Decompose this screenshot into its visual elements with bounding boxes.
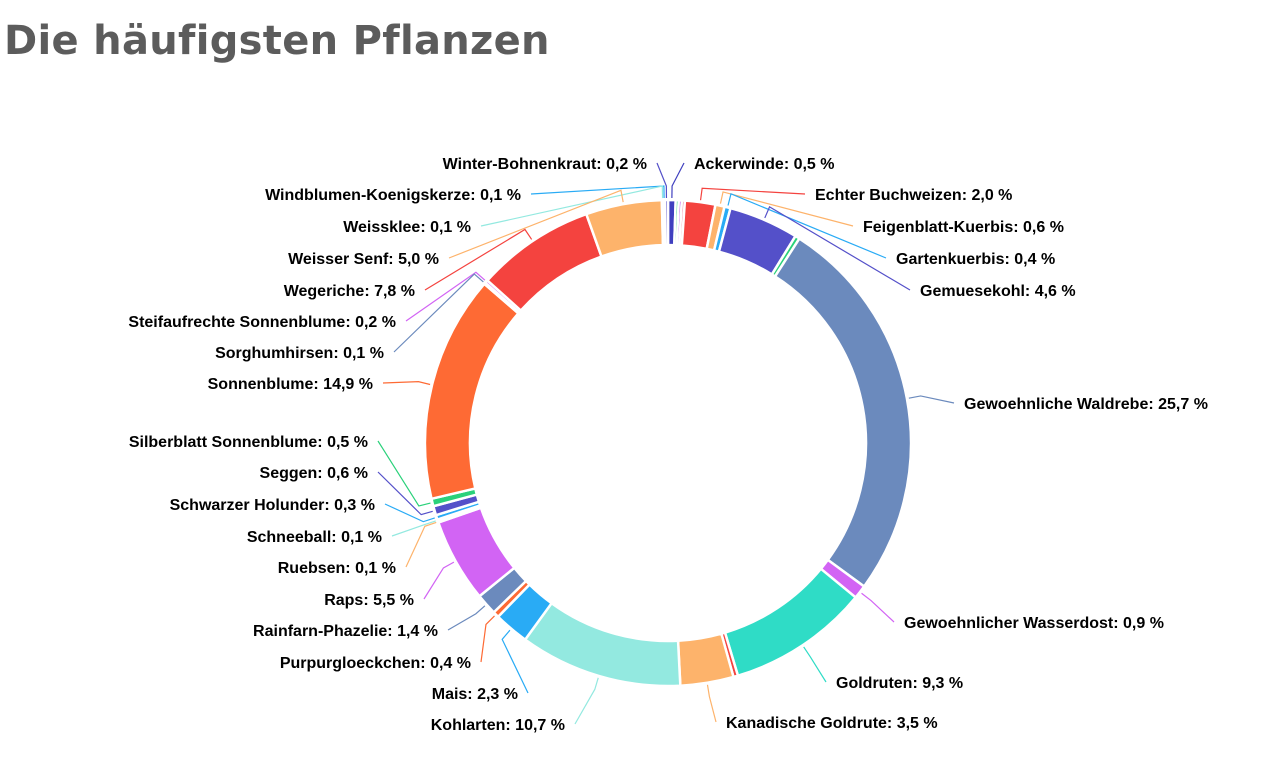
leader-line-seggen (377, 471, 433, 516)
data-label-rainfarn-phazelie: Rainfarn-Phazelie: 1,4 % (253, 623, 438, 640)
data-label-feigenblatt-kuerbis: Feigenblatt-Kuerbis: 0,6 % (863, 219, 1064, 236)
data-label-sorghumhirsen: Sorghumhirsen: 0,1 % (215, 345, 384, 362)
leader-line-windblumen-koenigskerze (530, 185, 665, 199)
slice-goldruten[interactable] (723, 567, 858, 678)
leader-line-rainfarn-phazelie (447, 605, 486, 631)
data-label-gemuesekohl: Gemuesekohl: 4,6 % (920, 283, 1076, 300)
leader-line-sorghumhirsen (393, 273, 484, 353)
donut-slices (423, 198, 913, 688)
leader-line-purpurgloeckchen (480, 615, 495, 663)
leader-line-weisser-senf (448, 189, 624, 259)
data-label-schwarzer-holunder: Schwarzer Holunder: 0,3 % (170, 497, 375, 514)
data-label-gartenkuerbis: Gartenkuerbis: 0,4 % (896, 251, 1055, 268)
leader-line-schwarzer-holunder (384, 503, 435, 523)
data-label-weissklee: Weissklee: 0,1 % (343, 219, 471, 236)
leader-line-ruebsen (405, 521, 437, 568)
data-label-windblumen-koenigskerze: Windblumen-Koenigskerze: 0,1 % (265, 187, 521, 204)
data-label-raps: Raps: 5,5 % (324, 592, 414, 609)
data-label-winter-bohnenkraut: Winter-Bohnenkraut: 0,2 % (443, 156, 647, 173)
leader-line-ackerwinde (671, 162, 685, 199)
leader-line-kanadische-goldrute (706, 684, 717, 723)
slice-gewoehnliche-waldrebe[interactable] (773, 236, 913, 589)
slice-sonnenblume[interactable] (423, 282, 521, 501)
leader-line-mais (501, 629, 529, 694)
data-label-kanadische-goldrute: Kanadische Goldrute: 3,5 % (726, 715, 938, 732)
leader-line-schneeball (391, 520, 436, 537)
data-label-schneeball: Schneeball: 0,1 % (247, 529, 382, 546)
data-label-goldruten: Goldruten: 9,3 % (836, 675, 963, 692)
data-label-gewoehnlicher-wasserdost: Gewoehnlicher Wasserdost: 0,9 % (904, 615, 1164, 632)
leader-line-weissklee (480, 185, 664, 227)
data-label-mais: Mais: 2,3 % (432, 686, 518, 703)
leader-line-goldruten (803, 646, 827, 683)
data-label-weisser-senf: Weisser Senf: 5,0 % (288, 251, 439, 268)
leader-line-silberblatt-sonnenblume (377, 440, 431, 507)
slice-wegeriche[interactable] (485, 212, 604, 313)
leader-line-feigenblatt-kuerbis (719, 191, 854, 227)
leader-line-wegeriche (424, 228, 533, 291)
data-label-steifaufrechte-sonnenblume: Steifaufrechte Sonnenblume: 0,2 % (128, 314, 396, 331)
data-label-wegeriche: Wegeriche: 7,8 % (284, 283, 415, 300)
leader-line-gartenkuerbis (727, 193, 887, 259)
leader-line-raps (423, 561, 455, 600)
data-label-gewoehnliche-waldrebe: Gewoehnliche Waldrebe: 25,7 % (964, 396, 1208, 413)
leader-line-echter-buchweizen (699, 187, 806, 201)
slice-winter-bohnenkraut[interactable] (663, 198, 670, 247)
slice-weisser-senf[interactable] (584, 198, 665, 259)
data-label-kohlarten: Kohlarten: 10,7 % (431, 717, 565, 734)
page-title: Die häufigsten Pflanzen (4, 18, 550, 64)
slice-kohlarten[interactable] (523, 601, 682, 688)
slice-labels: Ackerwinde: 0,5 % Echter Buchweizen: 2,0 … (128, 156, 1208, 734)
leader-lines (377, 162, 955, 725)
data-label-silberblatt-sonnenblume: Silberblatt Sonnenblume: 0,5 % (129, 434, 368, 451)
leader-line-gemuesekohl (764, 206, 911, 291)
leader-line-gewoehnliche-waldrebe (908, 395, 955, 404)
data-label-echter-buchweizen: Echter Buchweizen: 2,0 % (815, 187, 1012, 204)
data-label-seggen: Seggen: 0,6 % (260, 465, 368, 482)
data-label-sonnenblume: Sonnenblume: 14,9 % (208, 376, 373, 393)
leader-line-steifaufrechte-sonnenblume (405, 271, 486, 322)
data-label-ackerwinde: Ackerwinde: 0,5 % (694, 156, 835, 173)
leader-line-winter-bohnenkraut (656, 162, 668, 199)
data-label-ruebsen: Ruebsen: 0,1 % (278, 560, 396, 577)
data-label-purpurgloeckchen: Purpurgloeckchen: 0,4 % (280, 655, 471, 672)
leader-line-sonnenblume (382, 381, 431, 386)
leader-line-kohlarten (574, 677, 599, 725)
leader-line-gewoehnlicher-wasserdost (861, 592, 895, 623)
